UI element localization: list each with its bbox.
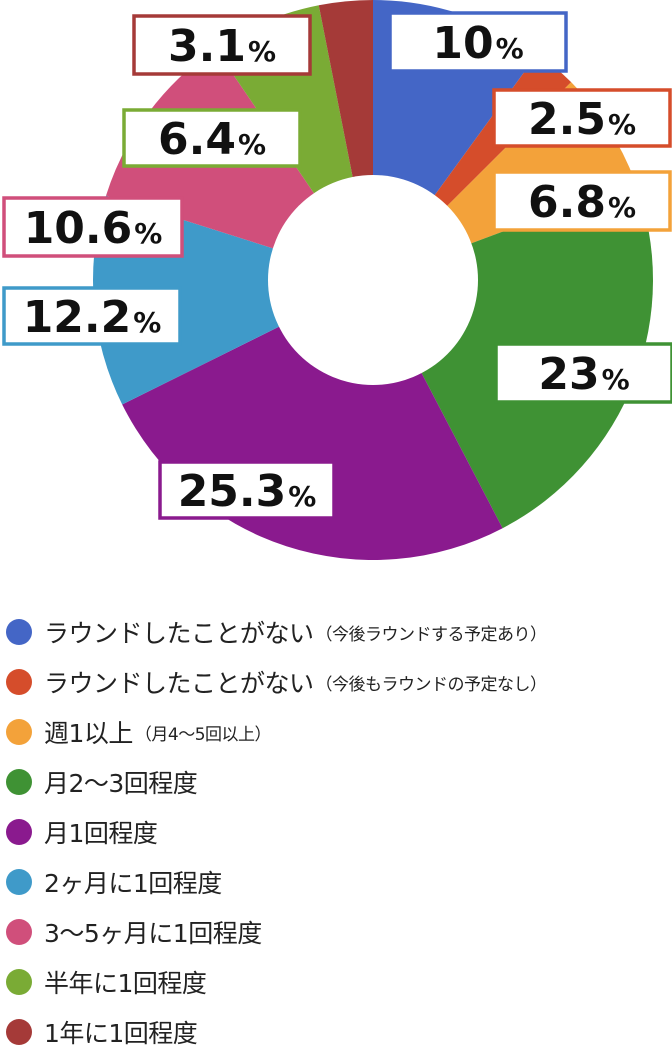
legend-label: 週1以上	[44, 719, 133, 748]
legend-label: 月1回程度	[44, 819, 158, 848]
value-label-box	[2, 286, 182, 346]
legend-item: 1年に1回程度	[6, 1012, 198, 1052]
donut-hole	[268, 175, 478, 385]
value-label-text: 12.2%	[23, 292, 162, 343]
value-unit: %	[608, 191, 636, 224]
value-label: 6.8%	[492, 170, 672, 232]
legend-swatch-icon	[6, 969, 32, 995]
value-label: 2.5%	[492, 88, 672, 148]
legend-label: 月2〜3回程度	[44, 769, 198, 798]
value-label-text: 6.8%	[528, 177, 636, 228]
value-label-text: 10.6%	[24, 203, 163, 254]
legend-swatch-icon	[6, 819, 32, 845]
value-label-box	[2, 196, 184, 258]
legend-swatch-icon	[6, 1019, 32, 1045]
legend-swatch-icon	[6, 669, 32, 695]
value-number: 25.3	[178, 466, 287, 517]
legend-item: ラウンドしたことがない （今後ラウンドする予定あり）	[6, 612, 547, 652]
value-unit: %	[288, 480, 316, 513]
value-label-box	[494, 342, 672, 404]
value-label-text: 6.4%	[158, 114, 266, 165]
value-number: 2.5	[528, 94, 606, 145]
value-label: 25.3%	[158, 460, 336, 520]
value-label: 6.4%	[122, 108, 302, 168]
legend-swatch-icon	[6, 869, 32, 895]
value-unit: %	[134, 217, 162, 250]
value-unit: %	[608, 108, 636, 141]
value-label-text: 2.5%	[528, 94, 636, 145]
legend-label: ラウンドしたことがない	[44, 669, 314, 698]
legend-label: 3〜5ヶ月に1回程度	[44, 919, 262, 948]
legend-item: 半年に1回程度	[6, 962, 207, 1002]
legend-label: 2ヶ月に1回程度	[44, 869, 222, 898]
legend-note: （今後もラウンドの予定なし）	[315, 674, 548, 695]
legend-swatch-icon	[6, 719, 32, 745]
value-unit: %	[496, 32, 524, 65]
value-number: 3.1	[168, 21, 246, 72]
value-label-box	[388, 11, 568, 73]
legend-item: 月1回程度	[6, 812, 158, 852]
value-label: 3.1%	[132, 14, 312, 76]
legend-item: 週1以上 （月4〜5回以上）	[6, 712, 272, 752]
value-label-text: 23%	[538, 349, 629, 400]
legend-item: 月2〜3回程度	[6, 762, 198, 802]
value-unit: %	[238, 128, 266, 161]
value-label-box	[492, 170, 672, 232]
value-unit: %	[133, 306, 161, 339]
value-label: 23%	[494, 342, 672, 404]
value-number: 10.6	[24, 203, 133, 254]
legend-label: 1年に1回程度	[44, 1019, 198, 1048]
value-label: 10.6%	[2, 196, 184, 258]
legend-label: ラウンドしたことがない	[44, 619, 314, 648]
value-label-text: 25.3%	[178, 466, 317, 517]
legend-swatch-icon	[6, 769, 32, 795]
value-label-text: 3.1%	[168, 21, 276, 72]
value-unit: %	[248, 35, 276, 68]
donut-chart: 10%2.5%6.8%23%25.3%12.2%10.6%6.4%3.1%	[2, 0, 672, 560]
legend-item: ラウンドしたことがない （今後もラウンドの予定なし）	[6, 662, 547, 702]
value-number: 12.2	[23, 292, 132, 343]
value-number: 6.8	[528, 177, 606, 228]
legend-note: （月4〜5回以上）	[134, 724, 272, 745]
value-label-box	[122, 108, 302, 168]
value-label-box	[492, 88, 672, 148]
value-number: 6.4	[158, 114, 236, 165]
legend-swatch-icon	[6, 919, 32, 945]
value-label: 12.2%	[2, 286, 182, 346]
legend-item: 2ヶ月に1回程度	[6, 862, 222, 902]
legend-label: 半年に1回程度	[44, 969, 207, 998]
value-label-box	[132, 14, 312, 76]
value-label-box	[158, 460, 336, 520]
legend-note: （今後ラウンドする予定あり）	[315, 624, 548, 645]
chart-value-labels: 10%2.5%6.8%23%25.3%12.2%10.6%6.4%3.1%	[2, 11, 672, 520]
legend-swatch-icon	[6, 619, 32, 645]
legend-item: 3〜5ヶ月に1回程度	[6, 912, 262, 952]
value-label: 10%	[388, 11, 568, 73]
value-number: 23	[538, 349, 599, 400]
value-label-text: 10%	[432, 18, 523, 69]
value-number: 10	[432, 18, 493, 69]
value-unit: %	[602, 363, 630, 396]
